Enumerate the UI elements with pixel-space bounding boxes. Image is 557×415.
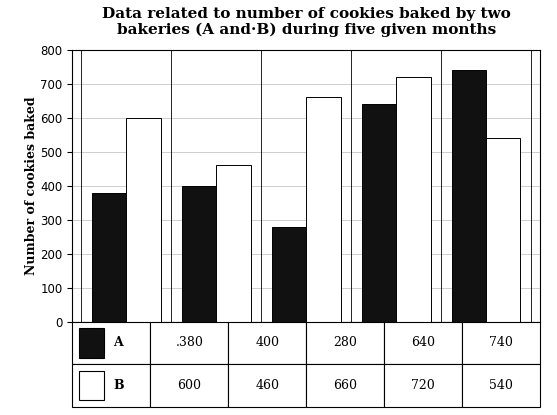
Text: 280: 280 <box>334 337 357 349</box>
Bar <box>72 322 150 364</box>
Bar <box>462 322 540 364</box>
Bar <box>486 138 520 322</box>
Bar <box>150 364 228 407</box>
Text: 400: 400 <box>255 337 280 349</box>
Text: 640: 640 <box>411 337 436 349</box>
Bar <box>92 193 126 322</box>
Bar <box>462 364 540 407</box>
Bar <box>397 77 431 322</box>
Bar <box>79 328 104 358</box>
Bar <box>272 227 306 322</box>
Bar <box>306 322 384 364</box>
Text: 660: 660 <box>333 379 358 392</box>
Bar <box>384 364 462 407</box>
Text: .380: .380 <box>175 337 203 349</box>
Bar <box>150 322 228 364</box>
Bar <box>362 104 397 322</box>
Bar <box>182 186 216 322</box>
Text: 720: 720 <box>412 379 435 392</box>
Bar <box>72 364 150 407</box>
Text: 460: 460 <box>255 379 280 392</box>
Text: 740: 740 <box>490 337 513 349</box>
Bar <box>216 165 251 322</box>
Bar <box>79 371 104 400</box>
Bar <box>228 364 306 407</box>
Bar <box>306 98 340 322</box>
Y-axis label: Number of cookies baked: Number of cookies baked <box>25 96 38 275</box>
Bar <box>452 70 486 322</box>
Text: 600: 600 <box>177 379 202 392</box>
Bar <box>126 118 160 322</box>
Bar <box>228 322 306 364</box>
Text: A: A <box>113 337 123 349</box>
Text: 540: 540 <box>490 379 513 392</box>
Text: B: B <box>113 379 124 392</box>
Text: Data related to number of cookies baked by two
bakeries (A and·B) during five gi: Data related to number of cookies baked … <box>102 7 511 37</box>
Bar <box>384 322 462 364</box>
Bar <box>306 364 384 407</box>
